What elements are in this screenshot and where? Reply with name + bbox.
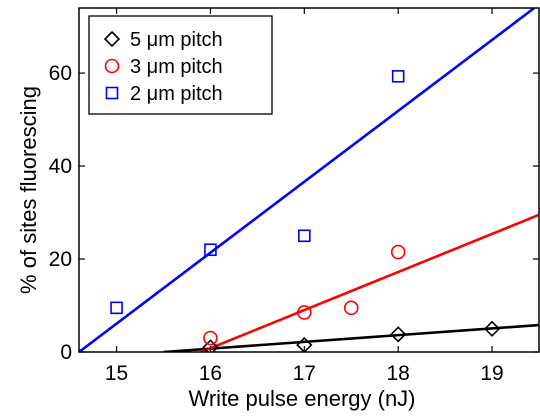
axes-frame xyxy=(78,7,540,353)
legend-marker-3-m-pitch xyxy=(104,58,120,74)
x-tick-label: 17 xyxy=(293,362,316,385)
data-point-5-m-pitch xyxy=(296,336,313,352)
plot-area xyxy=(79,8,539,352)
data-point-2-m-pitch xyxy=(110,301,123,315)
legend-label-5-m-pitch: 5 μm pitch xyxy=(130,29,223,51)
legend-marker-2-m-pitch xyxy=(105,86,119,100)
data-point-5-m-pitch xyxy=(202,339,219,352)
data-point-3-m-pitch xyxy=(390,244,406,260)
axes: 15 16 17 18 19 0 20 40 60 xyxy=(49,7,540,385)
data-point-5-m-pitch xyxy=(483,320,501,337)
data-point-2-m-pitch xyxy=(391,70,405,83)
x-tick-label: 19 xyxy=(480,362,503,385)
data-point-3-m-pitch xyxy=(343,300,359,316)
data-point-2-m-pitch xyxy=(204,243,217,257)
fit-line-5-m-pitch xyxy=(163,323,539,352)
legend-label-2-m-pitch: 2 μm pitch xyxy=(130,83,223,105)
fit-line-3-m-pitch xyxy=(200,213,539,352)
x-tick-label: 16 xyxy=(199,362,222,385)
data-point-2-m-pitch xyxy=(298,229,311,243)
fit-line-2-m-pitch xyxy=(79,8,536,352)
x-tick-label: 15 xyxy=(105,362,128,385)
data-point-3-m-pitch xyxy=(297,305,312,320)
y-axis-label: % of sites fluorescing xyxy=(16,86,41,294)
x-tick-label: 18 xyxy=(387,362,410,385)
data-point-5-m-pitch xyxy=(390,326,407,343)
legend-box xyxy=(88,15,273,115)
x-axis-label: Write pulse energy (nJ) xyxy=(188,386,415,411)
y-tick-label: 60 xyxy=(49,62,72,85)
y-tick-label: 40 xyxy=(49,155,72,178)
y-tick-label: 0 xyxy=(60,341,72,364)
legend: 5 μm pitch 3 μm pitch 2 μm pitch xyxy=(88,15,273,115)
y-tick-label: 20 xyxy=(49,248,72,271)
legend-marker-5-m-pitch xyxy=(103,30,121,48)
legend-label-3-m-pitch: 3 μm pitch xyxy=(130,56,223,78)
data-point-3-m-pitch xyxy=(203,330,218,346)
